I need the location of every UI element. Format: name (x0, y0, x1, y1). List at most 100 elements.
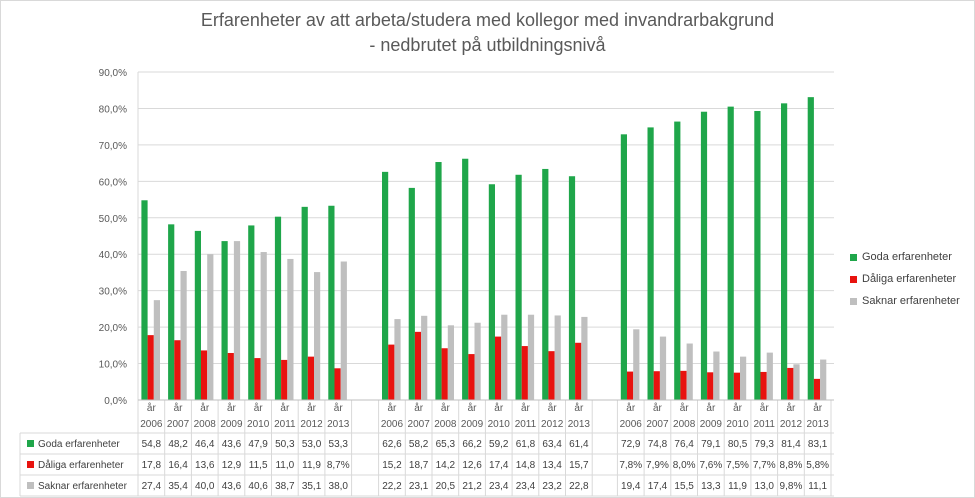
bar-goda (462, 158, 469, 400)
x-tick-prefix: år (521, 402, 531, 414)
legend-item-saknar: Saknar erfarenheter (850, 290, 960, 312)
x-tick-label: 2008 (194, 419, 217, 430)
bar-saknar (713, 351, 720, 400)
bar-daliga (813, 378, 821, 400)
x-tick-prefix: år (280, 402, 290, 414)
x-tick-prefix: år (174, 402, 184, 414)
bar-goda (674, 121, 681, 400)
x-tick-label: 2008 (673, 419, 696, 430)
x-tick-label: 2012 (300, 419, 323, 430)
x-tick-label: 2008 (434, 419, 457, 430)
bar-saknar (287, 258, 294, 400)
bar-daliga (388, 344, 395, 400)
bar-goda (620, 134, 627, 400)
data-table-value: 48,2 (168, 439, 188, 450)
data-table-value: 43,6 (222, 481, 242, 492)
bar-daliga (147, 335, 154, 400)
data-table-value: 7,7% (753, 460, 776, 471)
bar-goda (168, 224, 175, 400)
data-table-value: 18,7 (409, 460, 429, 471)
chart-legend: Goda erfarenheter Dåliga erfarenheter Sa… (850, 246, 960, 312)
bar-daliga (254, 358, 261, 400)
data-table-value: 65,3 (436, 439, 456, 450)
x-tick-label: 2009 (220, 419, 243, 430)
data-table-value: 15,7 (569, 460, 589, 471)
x-tick-prefix: år (813, 402, 823, 414)
data-table-value: 47,9 (248, 439, 268, 450)
table-legend-key (27, 461, 34, 468)
x-tick-label: 2013 (568, 419, 591, 430)
x-tick-label: 2011 (274, 419, 296, 430)
data-table-value: 21,2 (462, 481, 482, 492)
x-tick-label: 2010 (488, 419, 511, 430)
data-table-value: 13,6 (195, 460, 215, 471)
data-table-value: 54,8 (142, 439, 162, 450)
data-table-value: 62,6 (382, 439, 402, 450)
x-tick-prefix: år (414, 402, 424, 414)
table-row-header: Dåliga erfarenheter (38, 459, 124, 471)
data-table-value: 19,4 (621, 481, 641, 492)
bar-saknar (233, 241, 241, 400)
data-table-value: 23,4 (516, 481, 536, 492)
bar-goda (542, 168, 549, 400)
table-row-header: Saknar erfarenheter (38, 481, 128, 492)
bar-daliga (174, 340, 181, 400)
data-table-value: 17,4 (648, 481, 668, 492)
x-tick-prefix: år (468, 402, 478, 414)
bar-saknar (686, 343, 693, 400)
x-tick-prefix: år (626, 402, 636, 414)
data-table-value: 61,4 (569, 439, 589, 450)
legend-swatch-saknar (850, 297, 857, 305)
bar-daliga (201, 350, 208, 400)
x-tick-prefix: år (307, 402, 317, 414)
bar-goda (408, 187, 415, 400)
data-table-value: 61,8 (516, 439, 536, 450)
x-tick-label: 2006 (140, 419, 163, 430)
bar-daliga (707, 372, 714, 400)
data-table-value: 53,3 (329, 439, 349, 450)
x-tick-prefix: år (254, 402, 264, 414)
bar-saknar (180, 270, 187, 400)
table-row-header: Goda erfarenheter (38, 439, 120, 450)
data-table-value: 11,5 (249, 460, 268, 471)
data-table-value: 59,2 (489, 439, 509, 450)
data-table-value: 66,2 (462, 439, 482, 450)
data-table-value: 63,4 (542, 439, 562, 450)
data-table-value: 38,7 (275, 481, 295, 492)
bar-saknar (207, 254, 214, 400)
bar-daliga (468, 354, 475, 400)
x-tick-prefix: år (733, 402, 743, 414)
x-tick-prefix: år (760, 402, 770, 414)
bar-goda (221, 241, 228, 400)
x-tick-label: 2007 (646, 419, 669, 430)
data-table-value: 8,0% (673, 460, 696, 471)
data-table-value: 20,5 (436, 481, 456, 492)
x-tick-label: 2010 (726, 419, 749, 430)
bar-goda (781, 103, 788, 400)
bar-goda (568, 176, 576, 400)
bar-daliga (680, 370, 687, 400)
data-table-value: 22,8 (569, 481, 589, 492)
bar-goda (807, 97, 814, 400)
legend-item-daliga: Dåliga erfarenheter (850, 268, 960, 290)
x-tick-label: 2011 (515, 419, 537, 430)
x-tick-prefix: år (786, 402, 796, 414)
data-table-value: 79,3 (755, 439, 775, 450)
bar-goda (647, 127, 654, 400)
bar-daliga (653, 371, 660, 400)
data-table-value: 11,9 (728, 481, 747, 492)
bar-saknar (501, 314, 508, 400)
legend-label-daliga: Dåliga erfarenheter (862, 273, 957, 285)
legend-swatch-daliga (850, 275, 857, 283)
x-tick-prefix: år (574, 402, 584, 414)
data-table-value: 83,1 (808, 439, 828, 450)
y-tick-label: 30,0% (99, 287, 127, 298)
data-table-value: 23,4 (489, 481, 509, 492)
data-table-value: 13,3 (701, 481, 721, 492)
data-table-value: 7,6% (699, 460, 722, 471)
y-tick-label: 60,0% (99, 177, 127, 188)
legend-label-goda: Goda erfarenheter (862, 251, 952, 263)
bar-saknar (421, 315, 428, 400)
data-table-value: 7,5% (726, 460, 749, 471)
